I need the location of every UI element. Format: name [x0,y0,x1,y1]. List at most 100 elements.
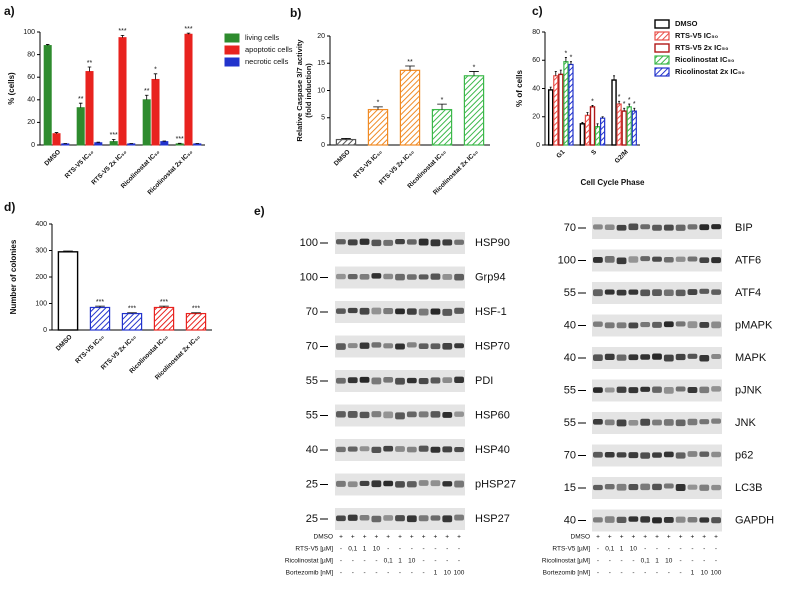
blot-band [628,516,638,521]
blot-band [676,225,686,231]
treatment-value: 0,1 [384,558,393,565]
x-tick-label: DMSO [43,149,62,168]
blot-band [711,386,721,391]
treatment-value: - [387,546,389,553]
y-tick-label: 100 [23,29,35,36]
y-tick-label: 5 [321,115,325,122]
bar [549,90,553,145]
blot-band [419,411,429,417]
blot-band [640,387,650,392]
blot-band [664,517,674,523]
x-tick-label: DMSO [55,334,74,353]
treatment-value: - [691,558,693,565]
blot-band [699,419,709,424]
blot-band [699,224,709,230]
blot-band [676,257,686,262]
treatment-value: - [411,570,413,577]
blot-band [628,290,638,295]
blot-band [699,322,709,328]
blot-band [664,289,674,295]
blot-band [711,224,721,229]
blot-band [711,452,721,457]
bar [62,144,69,145]
protein-label: Grp94 [475,271,506,283]
blot-band [442,481,452,486]
treatment-value: - [668,546,670,553]
protein-label: HSP40 [475,444,510,456]
blot-band [640,256,650,261]
blot-band [605,452,615,458]
blot-band [348,343,358,348]
bar [622,111,626,145]
y-tick-label: 400 [35,221,47,228]
blot-band [360,446,370,451]
significance: * [154,67,157,74]
blot-band [593,321,603,326]
protein-label: pMAPK [735,319,773,331]
treatment-value: - [423,546,425,553]
treatment-value: 1 [434,570,438,577]
blot-band [688,451,698,457]
blot-band [640,224,650,229]
y-tick-label: 0 [321,142,325,149]
blot-band [628,354,638,360]
significance: * [618,94,621,101]
treatment-value: - [656,546,658,553]
treatment-value: - [423,558,425,565]
treatment-value: - [434,546,436,553]
bar [119,38,126,145]
blot-band [617,257,627,264]
marker-label: 55 [306,375,318,387]
blot-band [605,354,615,360]
blot-band [711,354,721,359]
treatment-label: RTS-V5 [µM] [295,546,333,553]
marker-label: 70 [564,449,576,461]
blot-band [628,452,638,458]
blot-band [431,480,441,486]
blot-band [699,485,709,491]
significance: *** [176,136,184,143]
treatment-value: - [609,558,611,565]
blot-band [640,484,650,490]
significance: *** [118,28,126,35]
bar [564,62,568,145]
bar [569,64,573,145]
blot-band [640,354,650,359]
blot-band [628,224,638,231]
bar [590,107,594,145]
bar [58,252,77,330]
significance: ** [407,59,413,66]
legend-swatch [225,58,239,66]
blot-band [676,420,686,427]
treatment-value: - [423,570,425,577]
panel-label: d) [4,200,15,214]
blot-band [419,343,429,349]
protein-label: PDI [475,375,493,387]
blot-band [419,378,429,384]
blot-band [676,517,686,523]
significance: *** [110,132,118,139]
blot-band [593,485,603,490]
significance: *** [192,306,200,313]
treatment-value: - [375,558,377,565]
blot-band [699,517,709,522]
treatment-value: 100 [711,570,722,577]
marker-label: 100 [300,271,318,283]
significance: * [377,100,380,107]
y-tick-label: 300 [35,247,47,254]
blot-band [348,447,358,452]
blot-band [617,225,627,231]
treatment-value: - [644,570,646,577]
blot-band [652,289,662,296]
protein-label: GAPDH [735,514,774,526]
bar [400,70,419,145]
error-bar [79,103,83,108]
legend-swatch [655,56,669,64]
bar [186,314,205,330]
blot-band [688,354,698,359]
blot-band [336,239,346,244]
treatment-label: DMSO [571,534,591,541]
blot-band [454,240,464,245]
blot-band [605,516,615,523]
blot-band [652,517,662,523]
